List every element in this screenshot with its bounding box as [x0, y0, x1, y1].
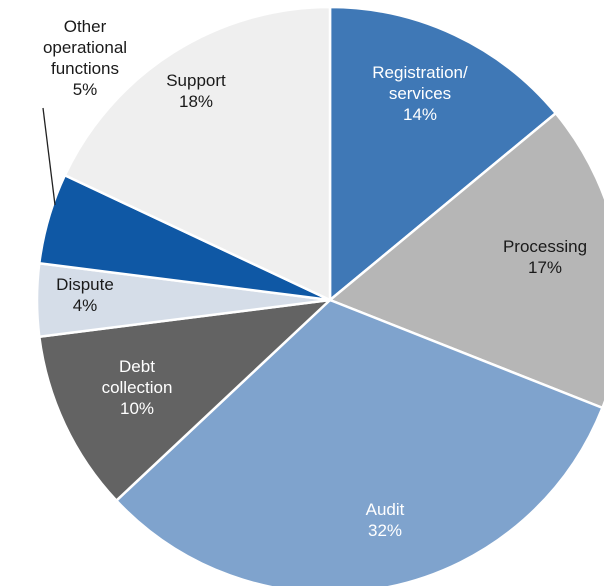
slice-label-line: Audit [366, 500, 405, 519]
slice-label-line: Debt [119, 357, 155, 376]
slice-percent: 5% [73, 80, 98, 99]
slice-percent: 18% [179, 92, 213, 111]
slice-percent: 10% [120, 399, 154, 418]
slice-label-3: Audit 32% [366, 500, 405, 540]
slice-label-line: operational [43, 38, 127, 57]
slice-label-line: Registration/ [372, 63, 468, 82]
slice-label-line: Other [64, 17, 107, 36]
slice-label-1: Registration/services 14% [372, 63, 468, 124]
slice-percent: 32% [368, 521, 402, 540]
slice-label-line: Support [166, 71, 226, 90]
slice-label-4: Debt collection 10% [102, 357, 173, 418]
pie-slice-7 [63, 5, 332, 302]
slice-label-line: collection [102, 378, 173, 397]
slice-label-line: services [389, 84, 451, 103]
slice-label-5: Dispute 4% [56, 275, 114, 315]
slice-label-7: Support 18% [166, 71, 226, 111]
pie-slice-4 [37, 298, 334, 503]
slice-percent: 14% [403, 105, 437, 124]
slice-label-6: Other operational functions 5% [43, 17, 127, 99]
slice-labels: Registration/services 14% Processing 17% Aud… [43, 17, 587, 540]
pie-slice-3 [114, 298, 604, 586]
slice-percent: 4% [73, 296, 98, 315]
pie-slice-2 [327, 111, 604, 410]
slice-percent: 17% [528, 258, 562, 277]
pie-slices [35, 5, 604, 586]
slice-label-line: Processing [503, 237, 587, 256]
pie-slice-1 [328, 5, 558, 303]
slice-label-line: Dispute [56, 275, 114, 294]
slice-label-2: Processing 17% [503, 237, 587, 277]
slice-label-line: functions [51, 59, 119, 78]
leader-line [42, 107, 56, 206]
